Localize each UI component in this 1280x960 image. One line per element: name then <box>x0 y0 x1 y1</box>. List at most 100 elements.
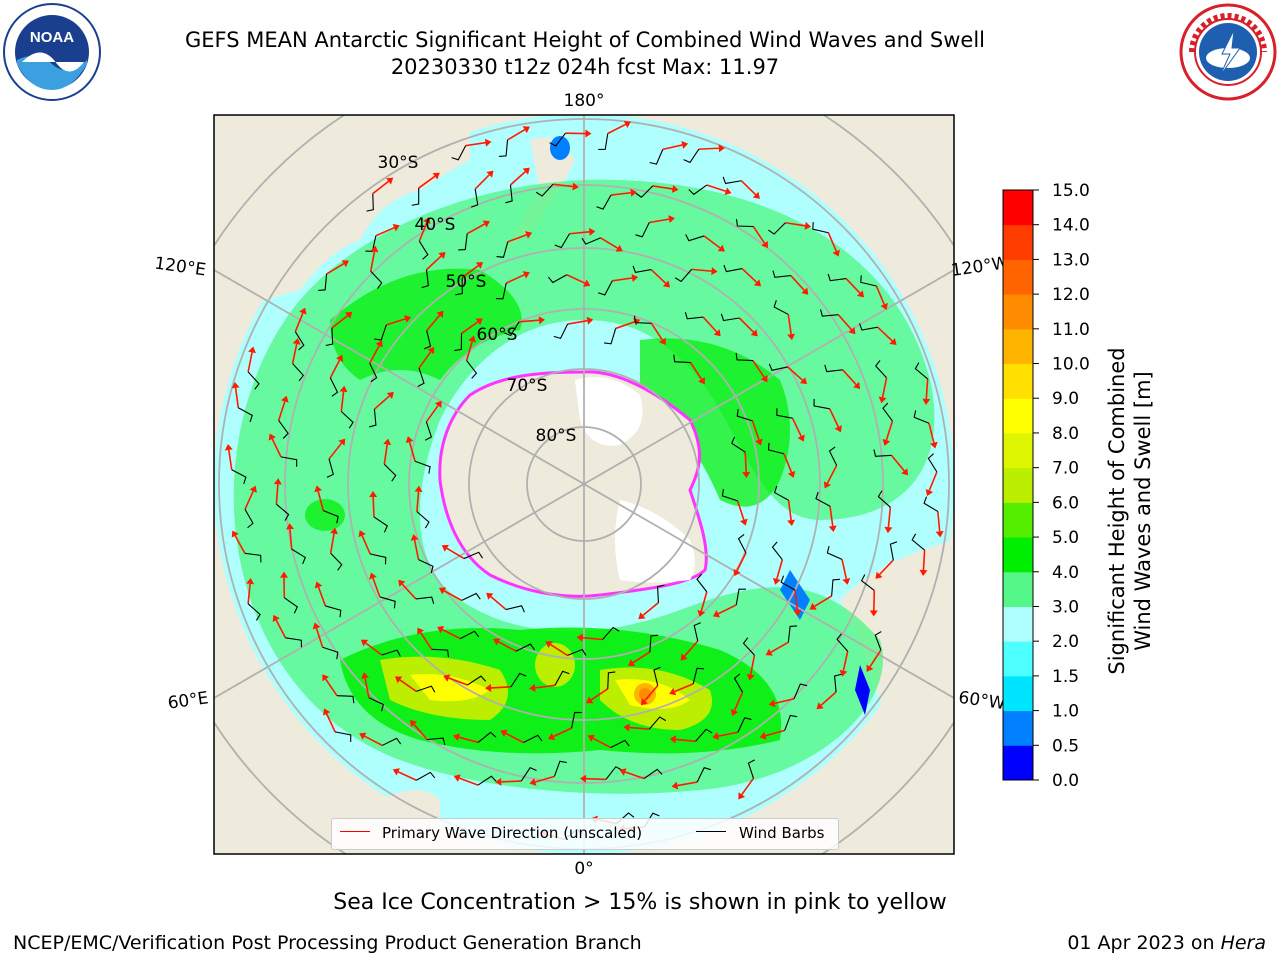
wave-arrow <box>590 688 609 701</box>
wave-arrow <box>718 731 739 737</box>
wind-barb <box>635 185 654 198</box>
wave-arrow <box>364 677 370 698</box>
wave-arrowhead <box>529 778 537 786</box>
wave-arrowhead <box>438 252 446 260</box>
wave-arrow <box>770 641 789 653</box>
wave-arrow <box>749 654 756 675</box>
wind-barb <box>768 222 786 235</box>
legend-wave-direction-swatch <box>340 831 370 832</box>
wave-arrowhead <box>680 653 688 661</box>
colorbar-tick-label: 12.0 <box>1052 285 1090 305</box>
wave-arrow <box>340 391 345 412</box>
wave-arrow <box>361 535 371 555</box>
wave-arrowhead <box>486 170 494 178</box>
colorbar-tick-label: 4.0 <box>1052 563 1079 583</box>
lon-label-0: 0° <box>574 859 593 879</box>
sea-ice-caption: Sea Ice Concentration > 15% is shown in … <box>333 890 947 915</box>
wave-arrow <box>837 314 853 331</box>
colorbar-tick-label: 7.0 <box>1052 459 1079 479</box>
wave-arrowhead <box>394 676 403 684</box>
wave-arrow <box>738 317 755 333</box>
wave-arrow <box>632 651 651 664</box>
wave-arrowhead <box>713 329 721 337</box>
wave-arrowhead <box>369 572 377 580</box>
wave-arrow <box>765 729 785 737</box>
wind-barb <box>685 234 705 242</box>
wave-arrow <box>592 737 612 749</box>
wave-arrow <box>509 171 526 186</box>
wave-arrowhead <box>662 280 671 288</box>
wind-barb <box>329 377 339 397</box>
colorbar-segment <box>1003 606 1033 642</box>
lat-label-70s: 70°S <box>507 376 548 396</box>
wind-barb <box>635 222 650 238</box>
wind-barb <box>554 233 570 249</box>
wind-barb <box>773 485 789 501</box>
wind-barb <box>505 184 513 204</box>
wind-barb <box>720 313 740 322</box>
wind-barb <box>503 321 520 337</box>
wave-arrowhead <box>323 708 331 716</box>
wind-barb <box>596 194 612 210</box>
wind-barb <box>653 666 661 686</box>
wave-arrowhead <box>882 438 891 446</box>
colorbar-segment <box>1003 571 1033 607</box>
wave-arrow <box>652 185 673 190</box>
colorbar-label-line1: Significant Height of Combined <box>1105 347 1129 675</box>
wave-arrow <box>552 183 573 188</box>
wave-arrowhead <box>929 441 938 449</box>
host-name: Hera <box>1220 932 1266 954</box>
colorbar-segment <box>1003 190 1033 226</box>
wave-arrow <box>325 678 338 697</box>
wave-arrowhead <box>441 544 449 552</box>
wave-arrow <box>369 251 376 272</box>
wind-barb <box>325 328 334 347</box>
wave-arrowhead <box>579 774 587 783</box>
colorbar-tick-label: 8.0 <box>1052 424 1079 444</box>
wave-arrowhead <box>765 648 773 656</box>
wave-arrowhead <box>495 777 502 786</box>
wave-arrow <box>372 496 375 518</box>
wind-barb <box>688 184 708 196</box>
wave-arrow <box>507 234 527 243</box>
wave-arrow <box>827 232 837 252</box>
wind-barb <box>323 510 339 524</box>
wave-arrow <box>501 780 522 783</box>
colorbar-segment <box>1003 432 1033 469</box>
wave-arrowhead <box>475 262 484 269</box>
wind-barb <box>696 767 712 783</box>
colorbar-tick-label: 0.0 <box>1052 771 1079 791</box>
wave-arrowhead <box>434 400 442 408</box>
wind-barb <box>467 675 487 686</box>
wave-arrowhead <box>925 488 934 497</box>
wave-arrowhead <box>231 381 240 389</box>
wave-arrow <box>700 591 708 612</box>
wave-arrowhead <box>640 698 648 706</box>
wind-barb <box>374 324 387 341</box>
wave-arrow <box>677 781 698 787</box>
wind-barb <box>280 456 298 467</box>
wave-arrowhead <box>768 699 776 708</box>
lat-label-50s: 50°S <box>446 272 487 292</box>
chart-title: GEFS MEAN Antarctic Significant Height o… <box>184 28 986 52</box>
wave-arrowhead <box>712 610 721 618</box>
wind-barb <box>523 734 543 743</box>
wave-arrow <box>841 559 848 580</box>
wave-arrow <box>244 490 254 510</box>
wind-barb <box>278 420 289 439</box>
wave-arrowhead <box>823 481 831 489</box>
wave-arrow <box>328 442 343 460</box>
wave-arrow <box>275 619 287 639</box>
wave-arrow <box>642 602 659 616</box>
wind-barb <box>535 183 554 197</box>
wave-arrowhead <box>436 310 444 318</box>
wave-arrow <box>507 129 526 141</box>
wave-arrowhead <box>500 729 508 737</box>
wind-barb <box>820 309 839 317</box>
wind-barb <box>674 269 693 283</box>
wind-barb <box>684 311 704 320</box>
wind-barb <box>723 264 743 273</box>
wave-arrow <box>829 506 834 527</box>
wave-arrow <box>783 453 793 473</box>
wave-arrowhead <box>587 734 595 742</box>
